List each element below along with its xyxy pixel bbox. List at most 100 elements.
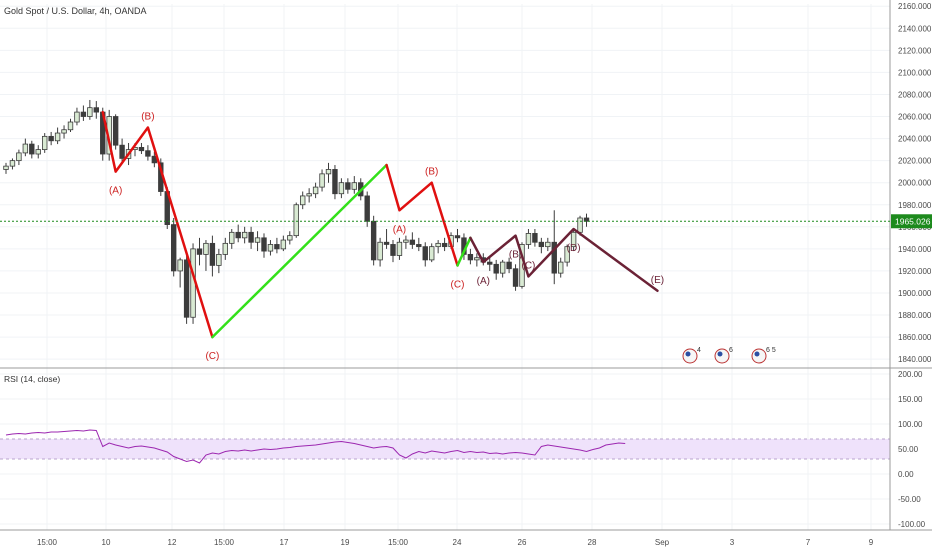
candle[interactable]: [145, 145, 151, 161]
rsi-line[interactable]: [5, 429, 626, 464]
candle[interactable]: [306, 188, 312, 203]
candle[interactable]: [454, 229, 461, 243]
candle[interactable]: [370, 215, 377, 266]
candle[interactable]: [345, 178, 351, 194]
candle[interactable]: [216, 248, 222, 274]
candle[interactable]: [274, 237, 280, 254]
elliott-wave-second-decline[interactable]: [385, 163, 459, 267]
candle[interactable]: [229, 229, 235, 249]
event-badges[interactable]: 4 6 6 5: [682, 347, 776, 364]
rsi-line-layer[interactable]: [5, 429, 626, 464]
candle[interactable]: [467, 248, 474, 265]
candle[interactable]: [364, 191, 370, 227]
candle[interactable]: [222, 237, 228, 260]
candle[interactable]: [48, 131, 54, 146]
elliott-wave-first-decline[interactable]: [101, 110, 214, 339]
candle[interactable]: [396, 237, 403, 260]
candle[interactable]: [177, 257, 183, 288]
candle[interactable]: [254, 231, 261, 252]
candle[interactable]: [209, 235, 216, 277]
candle[interactable]: [319, 169, 325, 192]
candle[interactable]: [312, 182, 319, 199]
candle[interactable]: [16, 149, 22, 166]
candle[interactable]: [61, 125, 67, 139]
candle[interactable]: [551, 210, 557, 285]
candle[interactable]: [241, 226, 248, 244]
candle[interactable]: [332, 165, 338, 200]
candle[interactable]: [493, 259, 499, 280]
time-tick-label: 7: [806, 538, 811, 547]
candle-body-bear: [416, 244, 422, 248]
candle[interactable]: [428, 243, 435, 263]
candle[interactable]: [499, 259, 506, 278]
candle[interactable]: [267, 240, 274, 256]
candle[interactable]: [293, 202, 299, 238]
candle[interactable]: [9, 158, 16, 170]
candle-body-bear: [80, 111, 87, 117]
candle[interactable]: [570, 229, 577, 252]
candle[interactable]: [261, 233, 267, 258]
candle[interactable]: [67, 118, 74, 132]
candle[interactable]: [545, 237, 551, 252]
candle[interactable]: [93, 101, 99, 119]
candle[interactable]: [351, 176, 357, 194]
candle[interactable]: [203, 240, 209, 271]
candle[interactable]: [235, 224, 241, 243]
candle[interactable]: [170, 217, 177, 277]
flag-icon: [714, 348, 730, 364]
economic-event-badge[interactable]: 6 5: [751, 347, 776, 364]
candle[interactable]: [538, 237, 545, 254]
candle[interactable]: [512, 264, 519, 291]
candle[interactable]: [3, 162, 9, 174]
chart-title: Gold Spot / U.S. Dollar, 4h, OANDA: [4, 6, 147, 16]
candle[interactable]: [583, 213, 590, 227]
candle[interactable]: [487, 257, 493, 271]
candle[interactable]: [377, 237, 383, 267]
candle[interactable]: [35, 145, 41, 159]
candle[interactable]: [409, 232, 416, 249]
economic-event-badge[interactable]: 6: [714, 347, 733, 364]
candle[interactable]: [22, 138, 29, 157]
candle[interactable]: [54, 127, 61, 145]
elliott-wave-rally[interactable]: [211, 163, 388, 339]
candle[interactable]: [196, 237, 203, 266]
candle[interactable]: [112, 114, 119, 150]
candles-layer[interactable]: [3, 99, 590, 324]
candle[interactable]: [183, 255, 190, 324]
elliott-wave-lines[interactable]: [101, 110, 659, 339]
candle[interactable]: [248, 226, 254, 249]
candle[interactable]: [138, 142, 145, 155]
candle[interactable]: [338, 178, 345, 199]
candle[interactable]: [80, 105, 87, 121]
candle[interactable]: [416, 237, 422, 252]
candle[interactable]: [119, 138, 125, 163]
candle[interactable]: [29, 140, 35, 159]
candle[interactable]: [558, 257, 564, 278]
economic-event-badge[interactable]: 4: [682, 347, 701, 364]
candle[interactable]: [42, 133, 48, 153]
candle[interactable]: [403, 235, 409, 249]
candle[interactable]: [287, 231, 293, 245]
candle[interactable]: [87, 99, 93, 120]
candle[interactable]: [383, 229, 390, 249]
elliott-wave-triangle[interactable]: [469, 227, 659, 293]
candle[interactable]: [299, 191, 306, 210]
candle[interactable]: [506, 257, 512, 274]
candle[interactable]: [74, 107, 80, 126]
candle[interactable]: [441, 237, 448, 252]
wave-label: (B): [509, 250, 522, 261]
candle[interactable]: [325, 162, 332, 183]
candle[interactable]: [532, 229, 538, 247]
candle[interactable]: [525, 229, 532, 249]
candle[interactable]: [564, 244, 570, 267]
elliott-wave-small-green[interactable]: [456, 236, 472, 267]
candle[interactable]: [280, 235, 287, 252]
time-tick-label: 24: [453, 538, 462, 547]
candle[interactable]: [435, 240, 441, 254]
candle[interactable]: [422, 242, 428, 267]
candle[interactable]: [390, 240, 396, 263]
candle[interactable]: [474, 253, 480, 267]
candle-body-bull: [177, 259, 183, 272]
